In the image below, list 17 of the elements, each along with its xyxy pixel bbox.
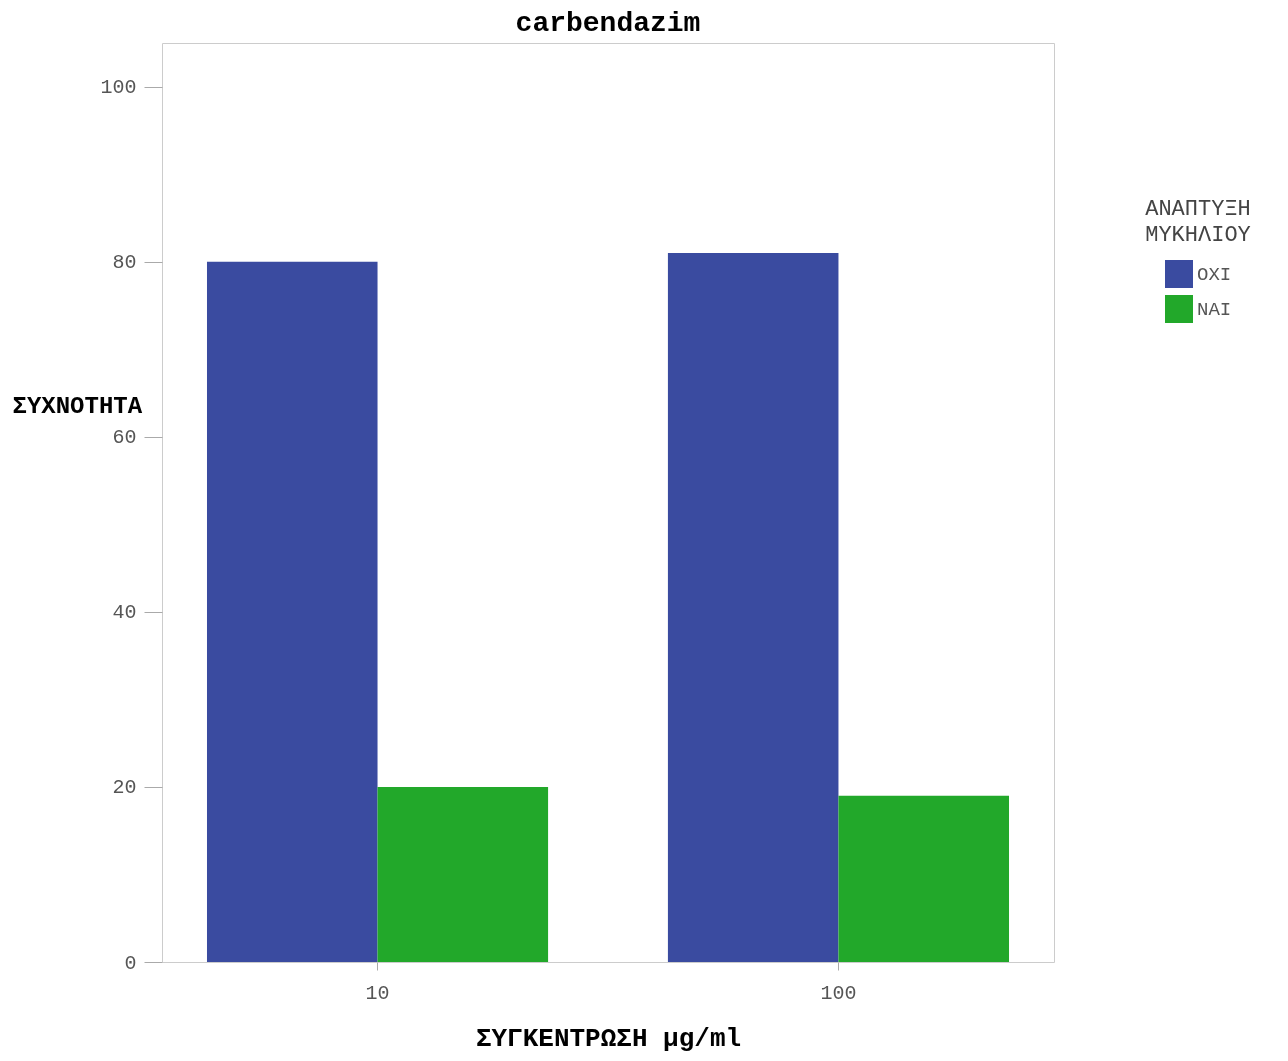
bar [667, 253, 839, 962]
bar [838, 795, 1010, 962]
legend-label: ΟΧΙ [1197, 264, 1232, 286]
x-tick-label: 10 [365, 981, 390, 1005]
y-tick-label: 20 [112, 776, 137, 800]
chart-title: carbendazim [515, 8, 701, 39]
y-tick-label: 60 [112, 426, 137, 450]
bar [206, 261, 378, 962]
y-tick-label: 80 [112, 251, 137, 275]
legend-label: ΝΑΙ [1197, 299, 1232, 321]
legend-title: ΑΝΑΠΤΥΞΗ ΜΥΚΗΛΙΟΥ [1145, 197, 1251, 248]
y-axis-title: ΣΥΧΝΟΤΗΤΑ [12, 392, 143, 420]
x-axis-title: ΣΥΓΚΕΝΤΡΩΣΗ μg/ml [475, 1023, 742, 1054]
y-tick-label: 100 [100, 76, 137, 100]
y-tick-label: 0 [124, 951, 137, 975]
y-tick-label: 40 [112, 601, 137, 625]
bar [377, 786, 549, 962]
